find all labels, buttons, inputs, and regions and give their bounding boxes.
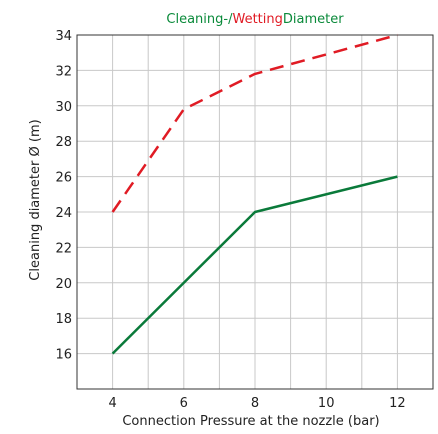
y-tick-label: 16	[55, 348, 72, 363]
chart-title: Cleaning-/WettingDiameter	[166, 12, 344, 27]
series-group	[111, 33, 398, 355]
y-tick-label: 24	[55, 206, 72, 221]
y-tick-label: 30	[55, 100, 72, 115]
y-tick-label: 18	[55, 312, 72, 327]
y-tick-label: 22	[55, 241, 72, 256]
chart-title-part: Wetting	[232, 12, 282, 27]
series-line-wetting	[111, 33, 398, 213]
series-line-cleaning	[111, 175, 398, 355]
x-axis-label: Connection Pressure at the nozzle (bar)	[122, 414, 379, 429]
x-tick-label: 12	[389, 396, 406, 411]
x-tick-label: 10	[318, 396, 335, 411]
y-tick-labels: 16 18 20 22 24 26 28 30 32 34	[55, 29, 72, 363]
y-axis-label: Cleaning diameter Ø (m)	[28, 119, 43, 280]
y-tick-label: 20	[55, 277, 72, 292]
x-tick-label: 6	[180, 396, 188, 411]
x-tick-label: 8	[251, 396, 259, 411]
y-tick-label: 26	[55, 171, 72, 186]
chart-title-part: Diameter	[283, 12, 344, 27]
plot-frame	[76, 34, 434, 390]
x-tick-labels: 4 6 8 10 12	[108, 396, 405, 411]
chart-title-part: Cleaning-/	[166, 12, 233, 27]
y-tick-label: 28	[55, 135, 72, 150]
y-tick-label: 32	[55, 64, 72, 79]
y-tick-label: 34	[55, 29, 72, 44]
x-tick-label: 4	[108, 396, 116, 411]
